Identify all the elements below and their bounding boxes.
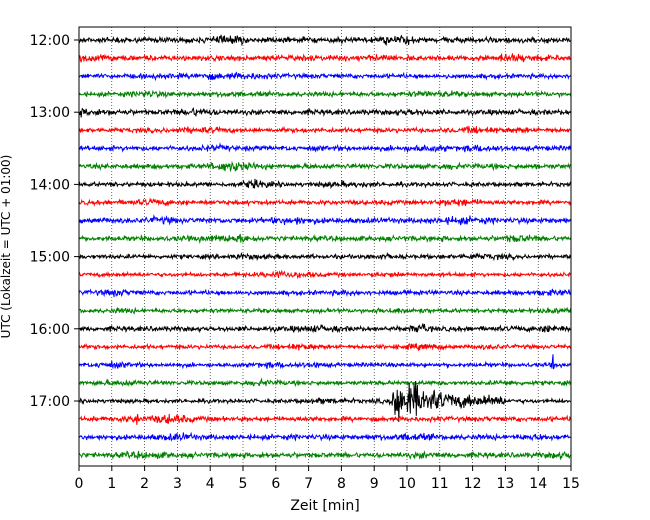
x-tick-label: 13 — [496, 476, 514, 492]
x-tick-label: 6 — [271, 476, 280, 492]
x-axis-ticks: 0 1 2 3 4 5 6 7 8 9 10 11 12 13 14 15 — [75, 466, 580, 492]
seismogram-traces — [78, 34, 572, 461]
y-tick-label: 14:00 — [30, 177, 70, 193]
x-tick-label: 10 — [398, 476, 416, 492]
x-tick-label: 15 — [562, 476, 580, 492]
seismogram-trace — [78, 288, 572, 298]
y-tick-label: 16:00 — [30, 322, 70, 338]
seismogram-trace — [78, 107, 572, 118]
y-axis-ticks: 12:00 13:00 14:00 15:00 16:00 17:00 — [30, 33, 79, 410]
x-tick-label: 14 — [529, 476, 547, 492]
x-tick-label: 11 — [431, 476, 449, 492]
x-tick-label: 2 — [140, 476, 149, 492]
x-tick-label: 12 — [464, 476, 482, 492]
seismogram-trace — [78, 450, 572, 461]
seismogram-trace — [78, 214, 572, 226]
minute-grid — [111, 27, 539, 466]
y-tick-label: 15:00 — [30, 250, 70, 266]
seismogram-trace — [78, 71, 572, 82]
y-axis-label: UTC (Lokalzeit = UTC + 01:00) — [0, 155, 13, 339]
seismogram-trace — [79, 197, 572, 208]
seismogram-trace — [78, 354, 572, 370]
x-tick-label: 7 — [304, 476, 313, 492]
seismogram-trace — [79, 377, 572, 388]
x-tick-label: 1 — [107, 476, 116, 492]
x-tick-label: 4 — [206, 476, 215, 492]
x-tick-label: 0 — [75, 476, 84, 492]
seismogram-trace — [78, 413, 572, 425]
seismogram-trace — [78, 52, 572, 63]
plot-frame — [78, 26, 572, 467]
x-tick-label: 5 — [239, 476, 248, 492]
x-axis-label: Zeit [min] — [290, 498, 359, 514]
seismogram-trace — [78, 178, 572, 190]
y-tick-label: 17:00 — [30, 394, 70, 410]
seismogram-trace — [78, 431, 572, 442]
y-tick-label: 12:00 — [30, 33, 70, 49]
seismogram-trace — [78, 89, 572, 99]
seismogram-trace — [78, 160, 572, 173]
x-tick-label: 8 — [337, 476, 346, 492]
seismogram-trace — [78, 125, 572, 135]
seismogram-trace — [78, 34, 572, 47]
seismogram-trace — [78, 233, 572, 245]
seismogram-trace — [78, 142, 572, 153]
seismogram-trace — [78, 306, 572, 315]
seismogram-trace — [78, 251, 572, 262]
x-tick-label: 9 — [370, 476, 379, 492]
seismogram-trace — [78, 323, 572, 334]
x-tick-label: 3 — [173, 476, 182, 492]
seismogram-trace — [78, 342, 572, 351]
y-tick-label: 13:00 — [30, 105, 70, 121]
seismogram-trace — [78, 269, 572, 280]
seismogram-trace — [78, 380, 572, 423]
